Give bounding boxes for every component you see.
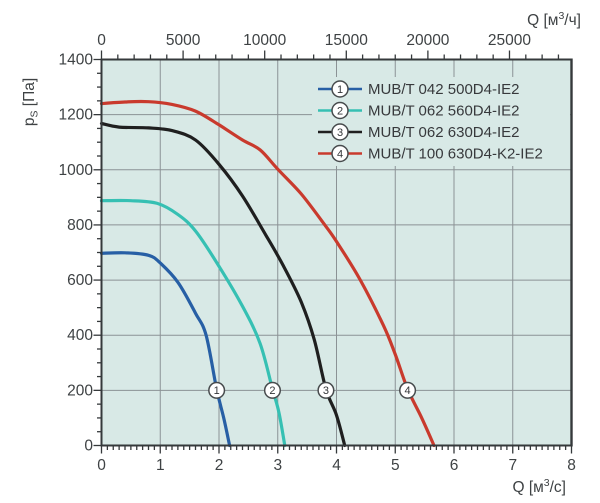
curve-marker-2: 2 <box>263 381 282 399</box>
legend-label: MUB/T 100 630D4-K2-IE2 <box>368 146 543 163</box>
y-tick-label: 1200 <box>59 107 94 124</box>
x-bottom-axis-title: Q [м3/с] <box>512 477 566 496</box>
legend-item-2: 2 MUB/T 062 560D4-IE2 <box>318 101 519 120</box>
legend-label: MUB/T 062 630D4-IE2 <box>368 124 519 141</box>
curve-1 <box>99 251 232 448</box>
y-tick-label: 200 <box>67 382 93 399</box>
legend-item-1: 1 MUB/T 042 500D4-IE2 <box>318 80 519 98</box>
ticks <box>93 50 573 454</box>
curve-marker-circle <box>263 381 282 399</box>
x-bottom-tick-label: 8 <box>567 457 576 474</box>
x-top-tick-label: 0 <box>97 32 106 49</box>
curve-marker-1: 1 <box>208 381 226 399</box>
legend-curve-number: 1 <box>337 84 343 96</box>
x-bottom-tick-label: 1 <box>156 457 165 474</box>
x-top-tick-label: 15000 <box>325 32 368 49</box>
x-bottom-tick-label: 0 <box>97 457 106 474</box>
legend-curve-number-circle <box>331 80 349 98</box>
x-top-tick-label: 25000 <box>488 32 531 49</box>
legend-item-3: 3 MUB/T 062 630D4-IE2 <box>318 123 519 141</box>
y-axis-title: pS [Па] <box>21 78 41 126</box>
legend-label: MUB/T 062 560D4-IE2 <box>368 103 519 120</box>
x-bottom-tick-label: 2 <box>215 457 224 474</box>
tick-labels: 0 1 2 3 4 5 6 7 8 0 5000 10000 15000 20000 25000 0 200 40… <box>59 32 576 474</box>
curve-marker-circle <box>317 381 335 399</box>
y-tick-label: 800 <box>67 217 93 234</box>
legend: 1 MUB/T 042 500D4-IE2 2 MUB/T 062 560D4-IE2… <box>312 77 570 166</box>
legend-label: MUB/T 042 500D4-IE2 <box>368 81 519 98</box>
curve-marker-circle <box>399 381 417 399</box>
axis-titles: Q [м3/ч] Q [м3/с] pS [Па] <box>21 10 581 496</box>
x-bottom-tick-label: 4 <box>332 457 341 474</box>
legend-curve-number: 3 <box>337 127 343 139</box>
x-top-tick-label: 20000 <box>406 32 449 49</box>
legend-curve-number-circle <box>331 144 349 163</box>
y-tick-label: 0 <box>84 438 93 455</box>
legend-background <box>312 77 570 166</box>
curve-marker-3: 3 <box>317 381 335 399</box>
x-bottom-tick-label: 6 <box>450 457 459 474</box>
y-tick-label: 400 <box>67 327 93 344</box>
y-tick-label: 1400 <box>59 52 94 69</box>
y-tick-label: 1000 <box>59 162 94 179</box>
x-top-tick-label: 10000 <box>243 32 286 49</box>
curve-marker-number: 3 <box>323 385 329 397</box>
legend-curve-number-circle <box>331 123 349 141</box>
curve-4 <box>99 99 436 448</box>
x-bottom-tick-label: 3 <box>273 457 282 474</box>
curve-marker-number: 4 <box>405 385 411 397</box>
curve-marker-number: 2 <box>269 385 275 397</box>
x-bottom-tick-label: 5 <box>391 457 400 474</box>
x-bottom-tick-label: 7 <box>508 457 517 474</box>
x-top-axis-title: Q [м3/ч] <box>527 10 581 29</box>
curve-marker-circle <box>208 381 226 399</box>
legend-curve-number-circle <box>331 101 349 120</box>
x-top-tick-label: 5000 <box>166 32 201 49</box>
y-tick-label: 600 <box>67 272 93 289</box>
legend-curve-number: 2 <box>337 105 343 117</box>
curve-marker-4: 4 <box>399 381 417 399</box>
curve-marker-number: 1 <box>214 385 220 397</box>
legend-item-4: 4 MUB/T 100 630D4-K2-IE2 <box>318 144 543 163</box>
legend-curve-number: 4 <box>337 148 343 160</box>
